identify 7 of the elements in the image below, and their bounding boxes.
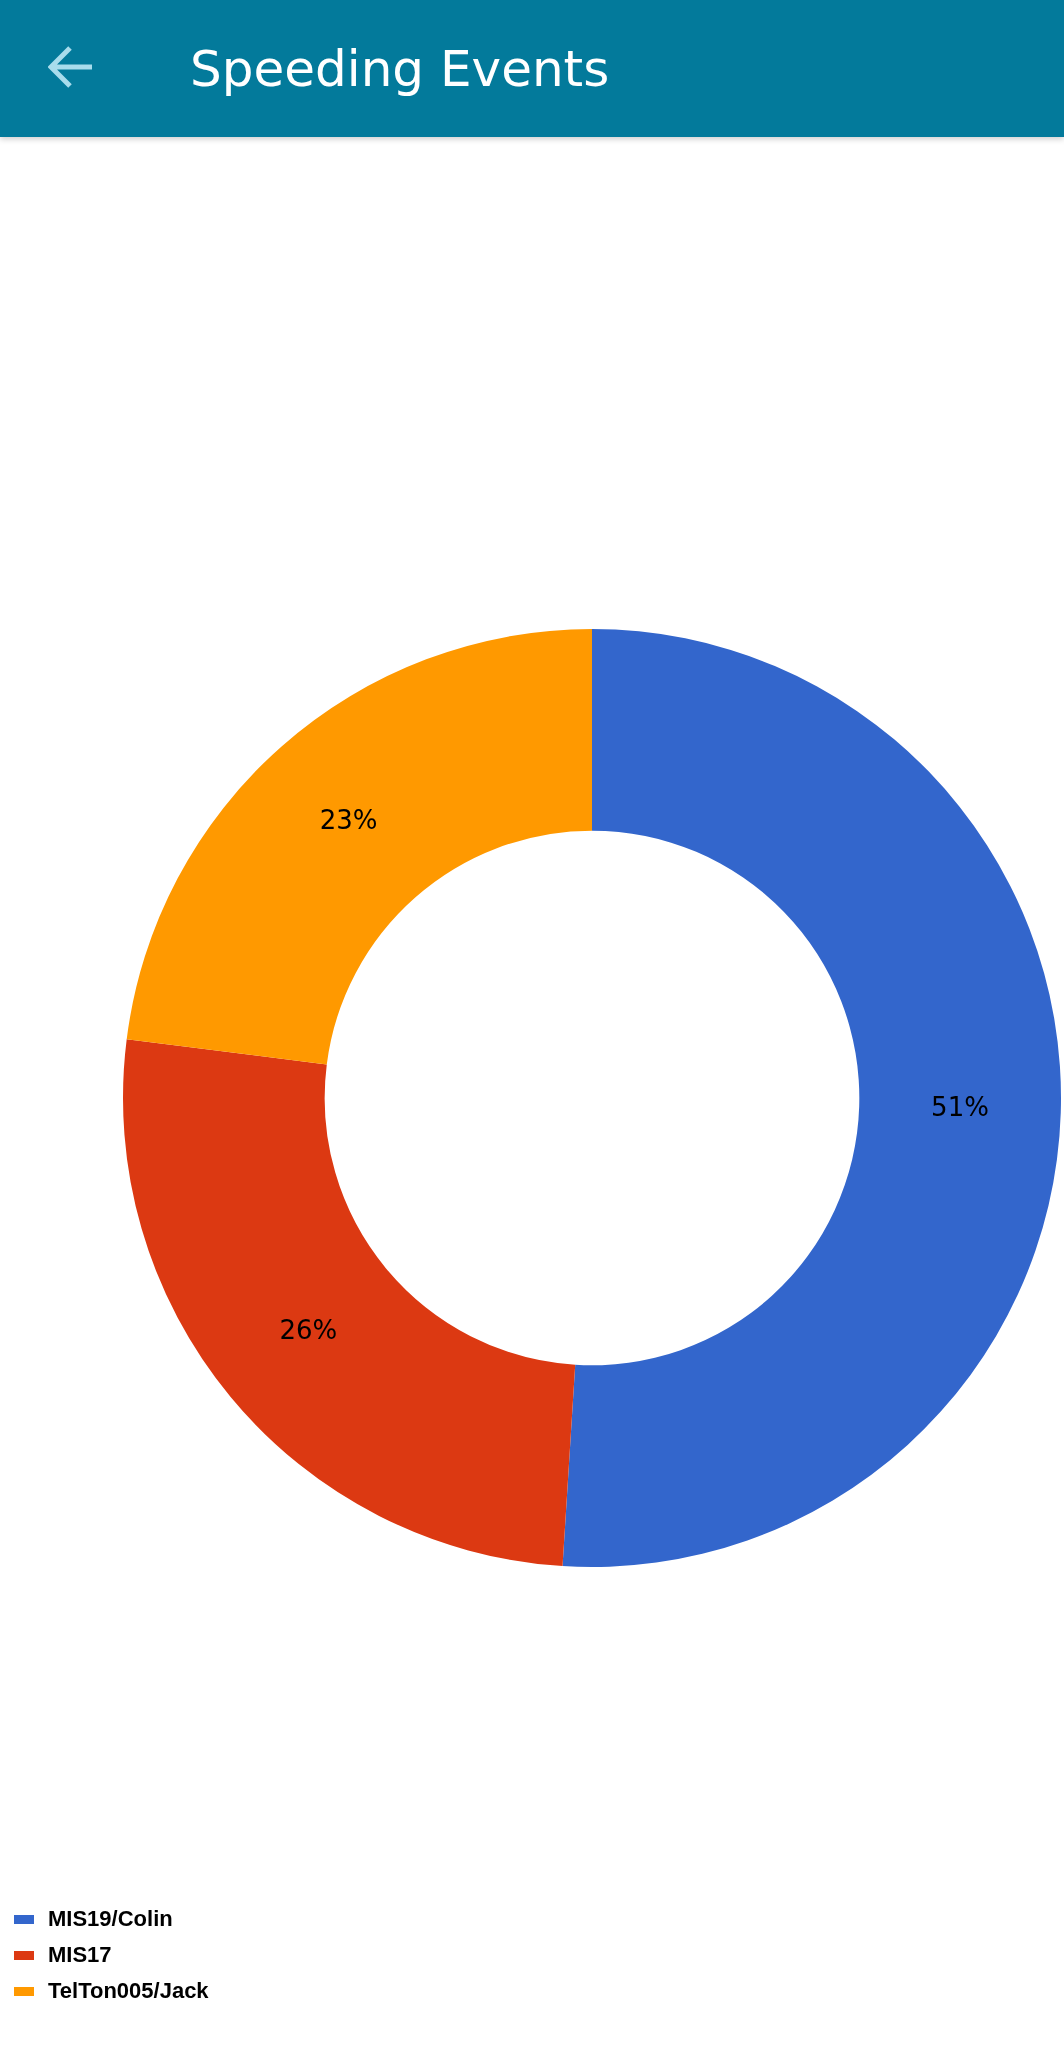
legend-label: MIS17 — [48, 1942, 112, 1968]
legend-label: MIS19/Colin — [48, 1906, 173, 1932]
data-label: 23% — [319, 804, 378, 835]
data-label: 26% — [279, 1315, 338, 1346]
data-label: 51% — [931, 1092, 989, 1123]
legend-label: TelTon005/Jack — [48, 1978, 209, 2004]
chart-title: Speeding Events — [190, 39, 610, 98]
